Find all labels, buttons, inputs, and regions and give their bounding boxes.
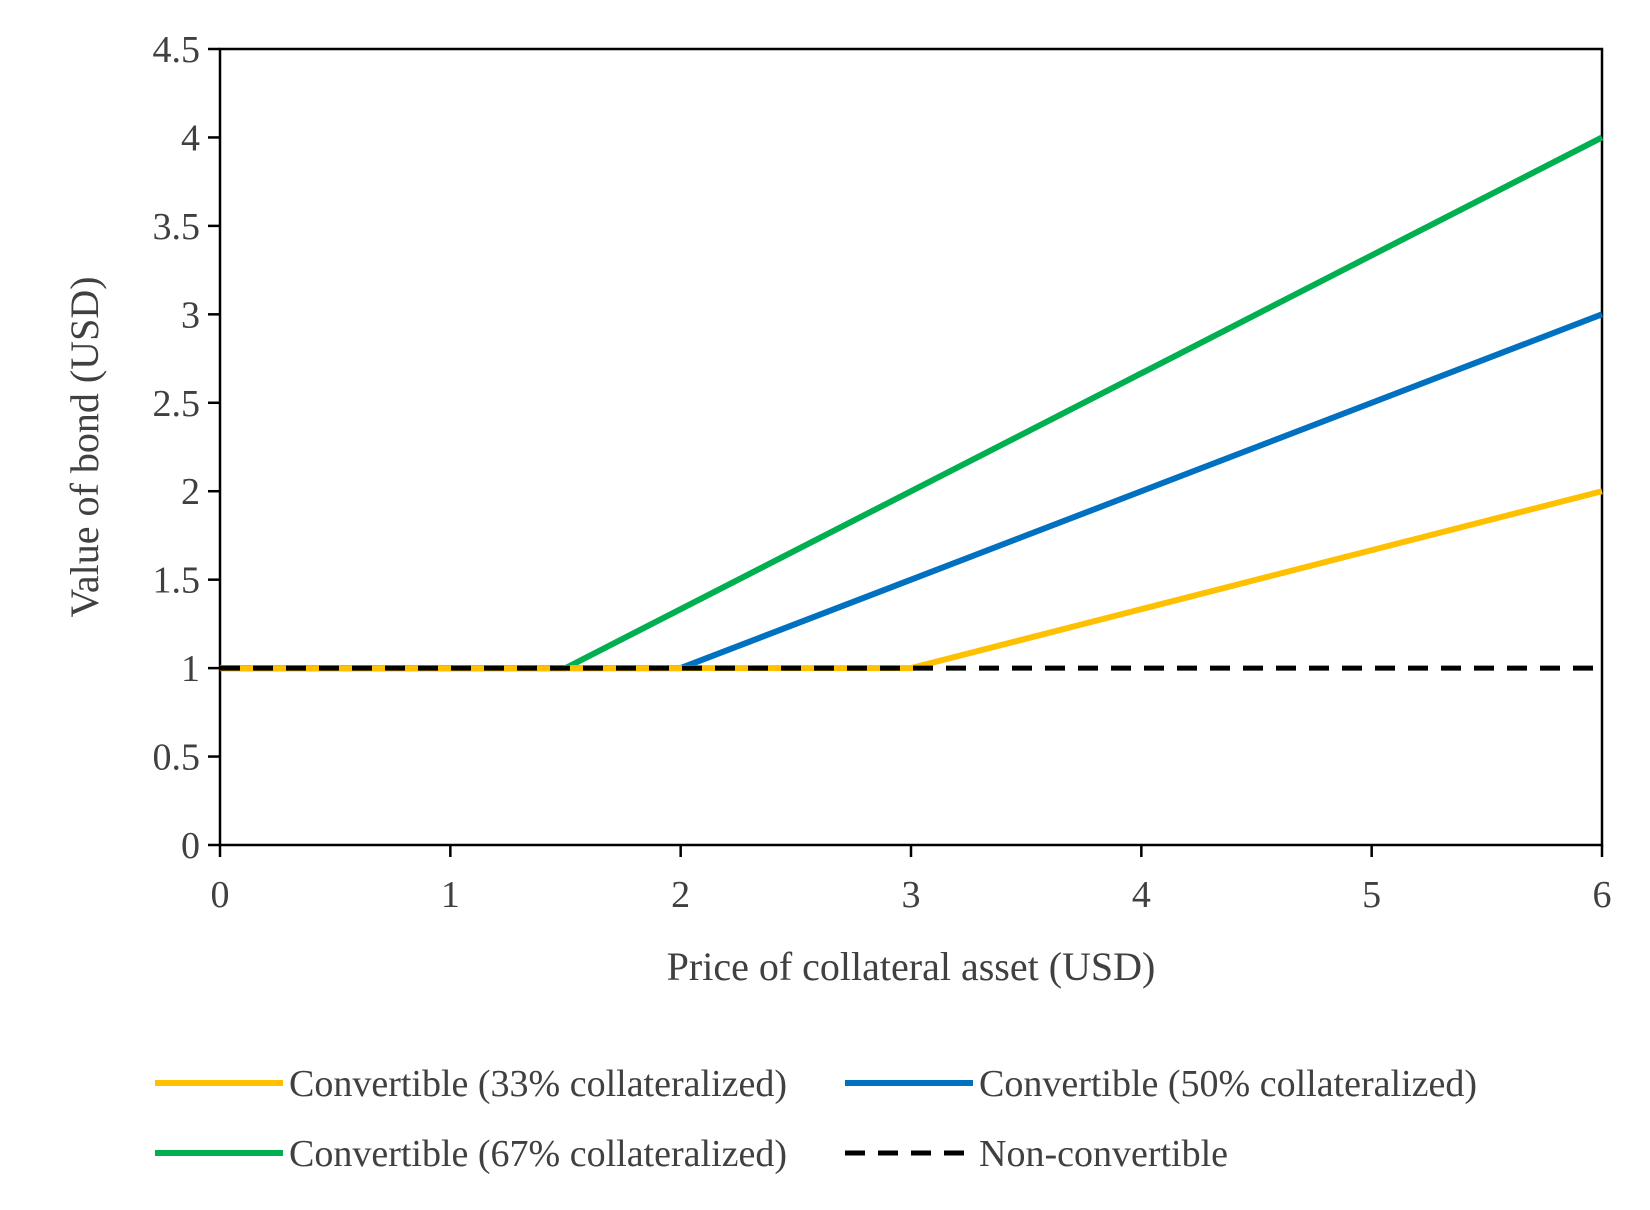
y-tick-label: 0.5 xyxy=(153,737,201,779)
x-axis-title: Price of collateral asset (USD) xyxy=(667,944,1156,989)
y-tick-label: 2 xyxy=(181,471,200,513)
legend: Convertible (33% collateralized) Converti… xyxy=(155,1063,1477,1175)
y-tick-label: 4 xyxy=(181,117,200,159)
y-tick-label: 4.5 xyxy=(153,29,201,71)
legend-label: Convertible (67% collateralized) xyxy=(289,1133,787,1175)
legend-label: Convertible (50% collateralized) xyxy=(979,1063,1477,1105)
y-tick-label: 0 xyxy=(181,825,200,867)
y-axis-title: Value of bond (USD) xyxy=(62,276,107,617)
y-tick-label: 1.5 xyxy=(153,560,201,602)
y-tick-label: 1 xyxy=(181,648,200,690)
legend-label: Convertible (33% collateralized) xyxy=(289,1063,787,1105)
plot-area xyxy=(218,47,1604,847)
y-tick-label: 3 xyxy=(181,294,200,336)
x-tick-label: 4 xyxy=(1132,874,1151,916)
y-tick-label: 2.5 xyxy=(153,383,201,425)
x-axis: 0 1 2 3 4 5 6 xyxy=(211,845,1612,916)
series-line-convertible-33-collateralized xyxy=(220,488,1603,672)
x-tick-label: 2 xyxy=(671,874,690,916)
series-layer xyxy=(220,134,1604,672)
x-tick-label: 5 xyxy=(1362,874,1381,916)
x-tick-label: 3 xyxy=(902,874,921,916)
legend-label: Non-convertible xyxy=(979,1133,1228,1175)
x-tick-label: 6 xyxy=(1593,874,1612,916)
x-tick-label: 1 xyxy=(441,874,460,916)
y-axis: 0 0.5 1 1.5 2 2.5 3 3.5 4 4.5 xyxy=(153,29,220,867)
x-tick-label: 0 xyxy=(211,874,230,916)
y-tick-label: 3.5 xyxy=(153,206,201,248)
